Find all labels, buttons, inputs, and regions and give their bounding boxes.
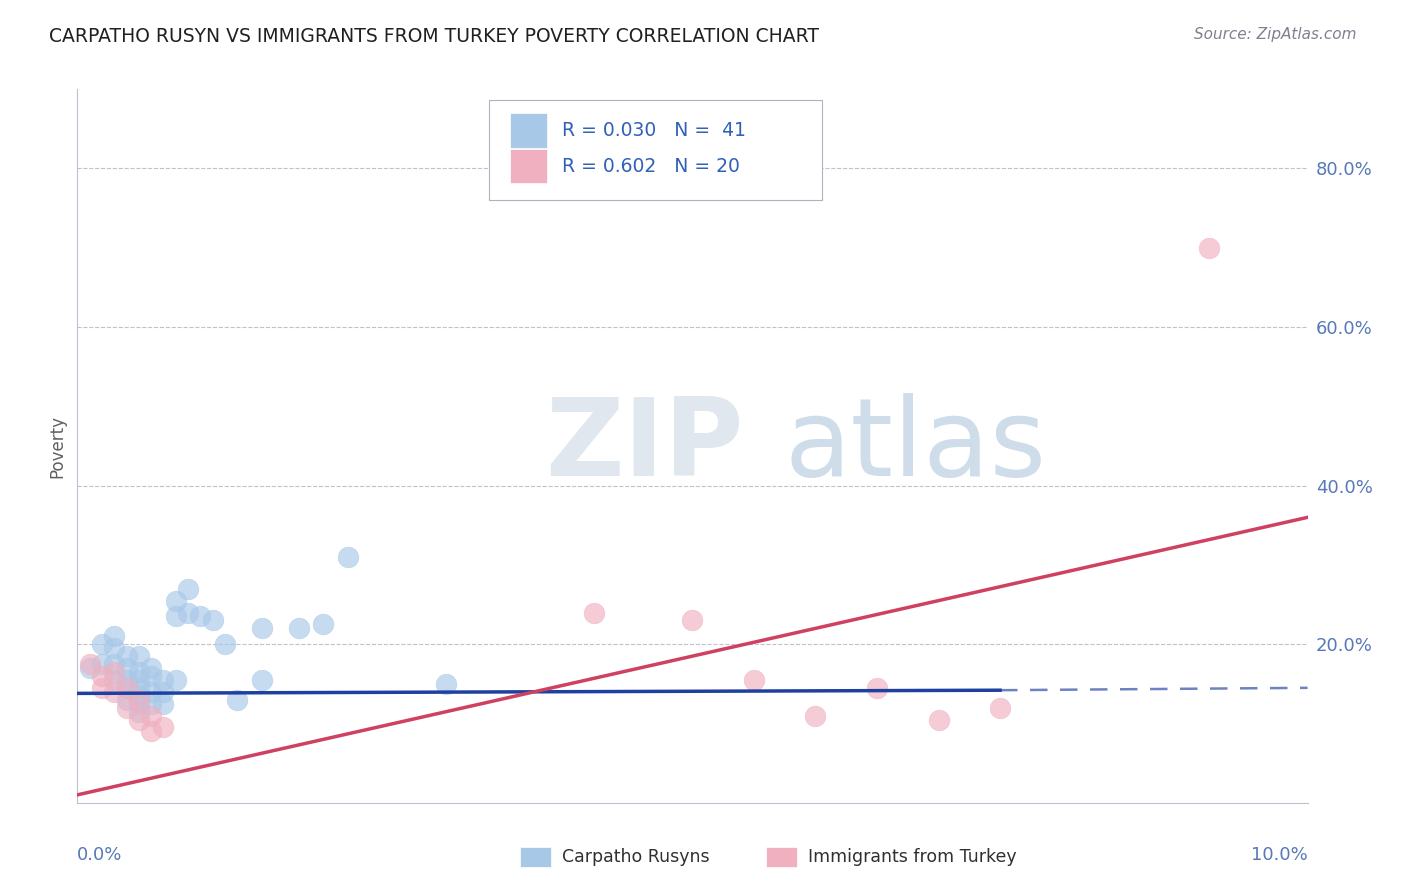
Point xyxy=(1198,241,1220,255)
Text: 0.0%: 0.0% xyxy=(77,846,122,863)
Point xyxy=(141,708,163,723)
Text: R = 0.602   N = 20: R = 0.602 N = 20 xyxy=(562,157,740,176)
Point xyxy=(115,692,138,706)
Point xyxy=(115,681,138,695)
Text: 10.0%: 10.0% xyxy=(1251,846,1308,863)
Point xyxy=(128,681,150,695)
Point xyxy=(177,606,200,620)
Point xyxy=(128,713,150,727)
Point xyxy=(79,661,101,675)
Point xyxy=(141,685,163,699)
Point xyxy=(90,669,114,683)
Point xyxy=(128,689,150,703)
Point xyxy=(866,681,889,695)
FancyBboxPatch shape xyxy=(489,100,821,200)
Point xyxy=(165,673,187,687)
Point xyxy=(682,614,704,628)
Point xyxy=(928,713,950,727)
Text: CARPATHO RUSYN VS IMMIGRANTS FROM TURKEY POVERTY CORRELATION CHART: CARPATHO RUSYN VS IMMIGRANTS FROM TURKEY… xyxy=(49,27,820,45)
Point xyxy=(128,665,150,679)
FancyBboxPatch shape xyxy=(510,113,547,148)
Point xyxy=(115,661,138,675)
Text: Immigrants from Turkey: Immigrants from Turkey xyxy=(808,848,1017,866)
Point xyxy=(103,685,125,699)
Point xyxy=(103,657,125,671)
Point xyxy=(90,637,114,651)
Point xyxy=(103,665,125,679)
Point xyxy=(103,641,125,656)
Point xyxy=(188,609,212,624)
Point xyxy=(214,637,236,651)
Point xyxy=(115,681,138,695)
Point xyxy=(152,697,174,711)
Point xyxy=(90,681,114,695)
Y-axis label: Poverty: Poverty xyxy=(48,415,66,477)
Point xyxy=(115,673,138,687)
Text: atlas: atlas xyxy=(785,393,1046,499)
Point xyxy=(103,673,125,687)
Point xyxy=(79,657,101,671)
Point xyxy=(141,724,163,739)
Point xyxy=(141,697,163,711)
Point xyxy=(988,700,1011,714)
Point xyxy=(250,621,273,635)
Point xyxy=(337,549,360,564)
Point xyxy=(128,673,150,687)
Point xyxy=(436,677,458,691)
Point xyxy=(128,649,150,664)
Point xyxy=(152,685,174,699)
Point xyxy=(115,700,138,714)
Text: R = 0.030   N =  41: R = 0.030 N = 41 xyxy=(562,121,747,140)
Point xyxy=(288,621,311,635)
Point xyxy=(115,649,138,664)
Text: Source: ZipAtlas.com: Source: ZipAtlas.com xyxy=(1194,27,1357,42)
Point xyxy=(804,708,827,723)
Point xyxy=(128,705,150,719)
Point xyxy=(90,657,114,671)
Point xyxy=(128,692,150,706)
Point xyxy=(583,606,606,620)
Point xyxy=(742,673,765,687)
Point xyxy=(103,629,125,643)
Point xyxy=(165,593,187,607)
Point xyxy=(312,617,335,632)
Point xyxy=(165,609,187,624)
Point xyxy=(128,697,150,711)
Text: ZIP: ZIP xyxy=(546,393,744,499)
Text: Carpatho Rusyns: Carpatho Rusyns xyxy=(562,848,710,866)
Point xyxy=(141,669,163,683)
Point xyxy=(226,692,249,706)
Point xyxy=(141,661,163,675)
FancyBboxPatch shape xyxy=(510,149,547,184)
Point xyxy=(201,614,224,628)
Point xyxy=(152,673,174,687)
Point xyxy=(250,673,273,687)
Point xyxy=(152,721,174,735)
Point xyxy=(177,582,200,596)
